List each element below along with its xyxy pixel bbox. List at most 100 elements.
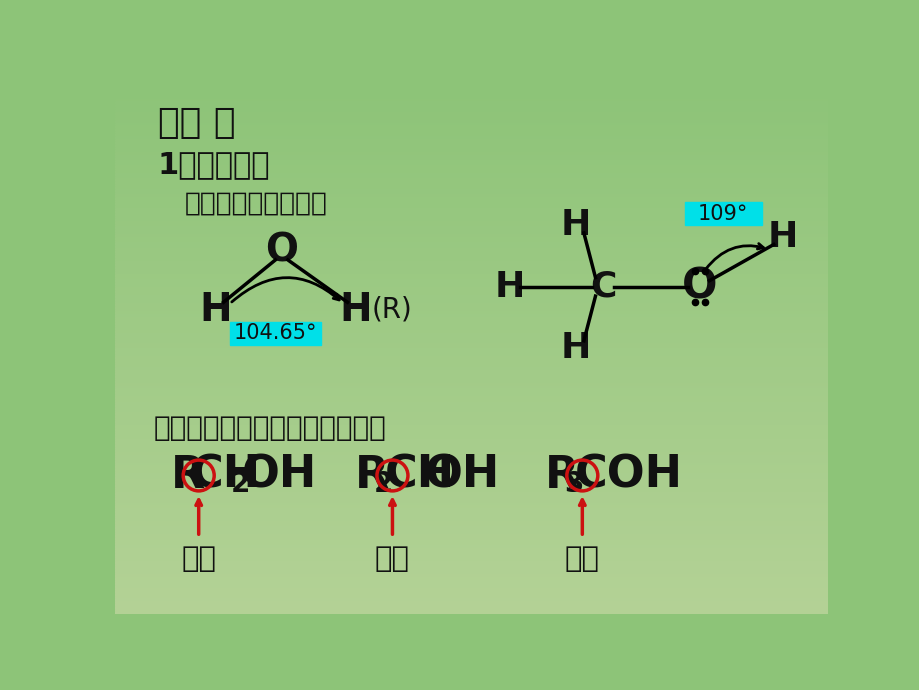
Bar [115, 245, 827, 248]
Bar [115, 195, 827, 197]
Bar [115, 202, 827, 205]
Bar [115, 476, 827, 479]
Bar [115, 83, 827, 86]
Bar [115, 128, 827, 130]
Bar [115, 317, 827, 319]
Bar [115, 146, 827, 149]
Bar [115, 577, 827, 580]
Bar [115, 226, 827, 229]
Bar [115, 479, 827, 482]
Text: O: O [265, 232, 298, 270]
Bar [115, 571, 827, 574]
Bar [684, 202, 761, 225]
Bar [115, 611, 827, 614]
Bar [115, 274, 827, 277]
Bar [115, 431, 827, 433]
Text: H: H [561, 331, 591, 366]
Bar [115, 420, 827, 423]
Bar [115, 526, 827, 529]
Bar [115, 271, 827, 274]
Bar [115, 516, 827, 518]
Bar [115, 386, 827, 388]
Bar [115, 433, 827, 436]
Text: C: C [589, 270, 616, 304]
Bar [115, 237, 827, 239]
Bar [115, 473, 827, 476]
Bar [115, 426, 827, 428]
Bar [115, 457, 827, 460]
Bar [115, 537, 827, 540]
Bar [115, 248, 827, 250]
Bar [115, 215, 827, 218]
Bar [115, 373, 827, 375]
Bar [115, 471, 827, 473]
Bar [115, 489, 827, 492]
Bar [115, 338, 827, 340]
Bar [115, 304, 827, 306]
Bar [115, 213, 827, 215]
Bar [115, 109, 827, 112]
Bar [115, 258, 827, 261]
Bar [115, 287, 827, 290]
Bar [115, 163, 827, 165]
Bar [115, 486, 827, 489]
Bar [115, 152, 827, 155]
Bar [115, 484, 827, 486]
Text: (R): (R) [371, 296, 413, 324]
Bar [115, 561, 827, 564]
Bar [115, 535, 827, 537]
Bar [115, 375, 827, 377]
Bar [115, 521, 827, 524]
Bar [115, 314, 827, 317]
Bar [115, 513, 827, 516]
Bar [115, 604, 827, 606]
Bar [115, 282, 827, 285]
Bar [115, 101, 827, 104]
Text: H: H [338, 291, 371, 329]
Bar [115, 324, 827, 327]
Bar [115, 492, 827, 495]
Bar [115, 529, 827, 532]
Bar [115, 186, 827, 189]
Bar [115, 380, 827, 383]
Bar [115, 463, 827, 465]
Bar [115, 595, 827, 598]
Bar [115, 234, 827, 237]
Text: OH: OH [425, 454, 500, 497]
Text: H: H [494, 270, 525, 304]
Bar [115, 439, 827, 442]
Bar [115, 346, 827, 348]
Bar [115, 277, 827, 279]
Text: H: H [199, 291, 232, 329]
Bar [115, 319, 827, 322]
Bar [115, 107, 827, 109]
Bar [115, 293, 827, 295]
Bar [115, 322, 827, 324]
Bar [115, 335, 827, 338]
Bar [115, 160, 827, 163]
Bar [115, 423, 827, 426]
Bar [115, 415, 827, 417]
Bar [115, 242, 827, 245]
Bar [115, 155, 827, 157]
Bar [115, 460, 827, 463]
Bar [115, 449, 827, 452]
Bar [115, 357, 827, 359]
Bar [115, 399, 827, 402]
Bar [115, 590, 827, 593]
Bar [115, 370, 827, 373]
Bar [115, 301, 827, 304]
Bar [115, 598, 827, 601]
Bar [115, 588, 827, 590]
Bar [115, 532, 827, 534]
Bar [115, 130, 827, 133]
Bar [115, 295, 827, 298]
Bar [115, 139, 827, 141]
Bar [115, 88, 827, 91]
Bar [115, 455, 827, 457]
Bar [115, 306, 827, 308]
Bar [115, 548, 827, 551]
Bar [115, 508, 827, 511]
Bar [115, 391, 827, 393]
Bar [115, 261, 827, 264]
